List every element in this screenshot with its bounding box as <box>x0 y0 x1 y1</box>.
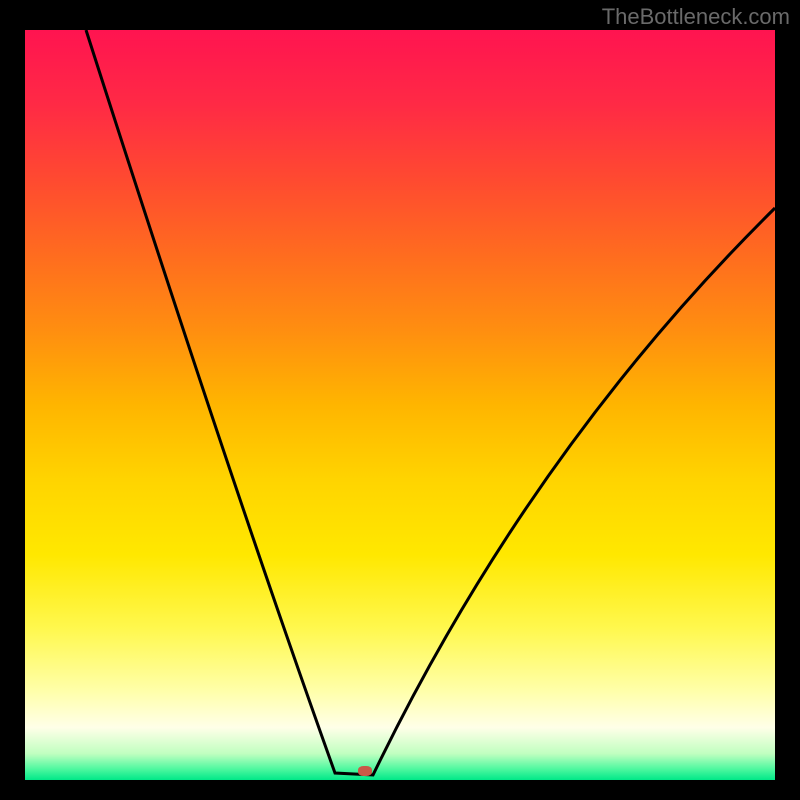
optimal-point-marker <box>358 766 372 776</box>
watermark-text: TheBottleneck.com <box>602 4 790 30</box>
plot-area <box>25 30 775 780</box>
chart-container: TheBottleneck.com <box>0 0 800 800</box>
